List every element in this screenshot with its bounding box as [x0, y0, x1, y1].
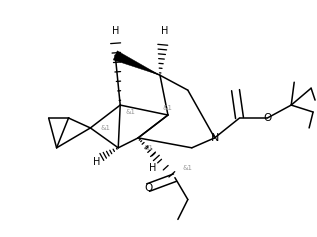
Text: N: N	[210, 133, 219, 143]
Text: &1: &1	[183, 165, 193, 171]
Text: H: H	[149, 163, 157, 173]
Text: H: H	[93, 157, 100, 167]
Text: &1: &1	[125, 109, 135, 115]
Text: &1: &1	[100, 125, 110, 131]
Text: &1: &1	[143, 145, 153, 151]
Polygon shape	[113, 51, 160, 75]
Text: H: H	[161, 26, 169, 36]
Text: O: O	[144, 182, 152, 193]
Text: &1: &1	[163, 105, 173, 111]
Text: H: H	[112, 26, 119, 36]
Text: O: O	[263, 113, 271, 123]
